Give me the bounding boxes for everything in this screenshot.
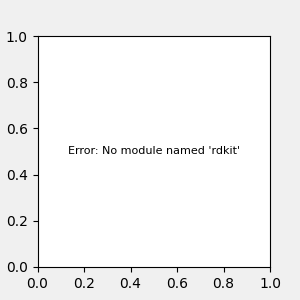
- Text: Error: No module named 'rdkit': Error: No module named 'rdkit': [68, 146, 240, 157]
